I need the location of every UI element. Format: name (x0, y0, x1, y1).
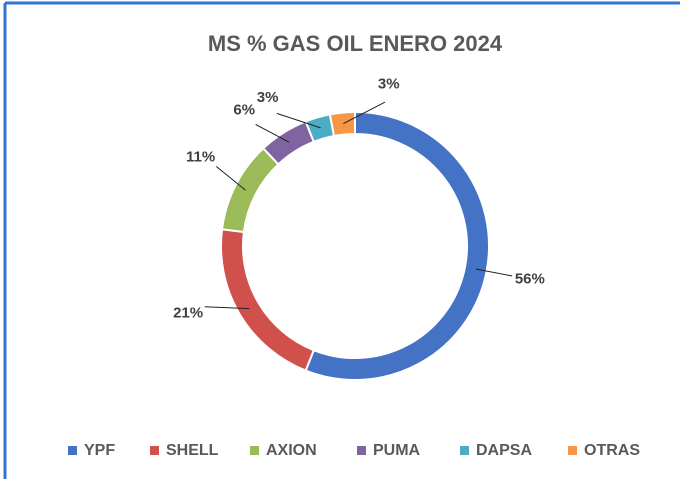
legend-label: SHELL (166, 442, 219, 459)
data-label: 3% (257, 89, 279, 106)
legend-swatch (568, 446, 577, 455)
legend-label: DAPSA (476, 442, 532, 459)
legend-swatch (68, 446, 77, 455)
data-label: 11% (186, 148, 215, 165)
legend-swatch (357, 446, 366, 455)
leader-line (255, 124, 290, 143)
leader-line (475, 268, 513, 277)
data-label: 6% (233, 101, 255, 118)
legend-swatch (250, 446, 259, 455)
legend-swatch (460, 446, 469, 455)
leader-line (204, 306, 250, 310)
legend-swatch (150, 446, 159, 455)
legend-label: AXION (266, 442, 317, 459)
data-label: 56% (515, 270, 545, 287)
data-label: 3% (378, 75, 400, 92)
donut-segment (328, 110, 356, 138)
chart-title: MS % GAS OIL ENERO 2024 (208, 31, 503, 56)
legend-label: PUMA (373, 442, 421, 459)
leader-line (215, 165, 246, 191)
legend-label: YPF (84, 442, 115, 459)
data-label: 21% (173, 304, 203, 321)
leader-line (343, 101, 386, 124)
legend-label: OTRAS (584, 442, 640, 459)
leader-line (276, 112, 321, 129)
